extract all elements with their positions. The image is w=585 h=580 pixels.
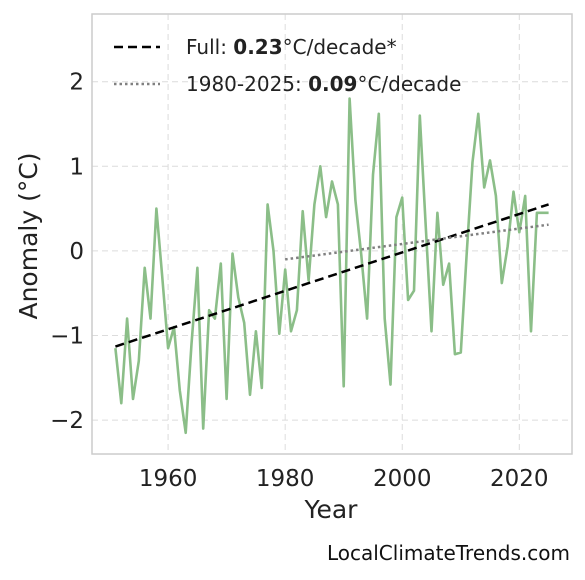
legend-recent-unit: °C/decade bbox=[357, 72, 461, 96]
legend-full-prefix: Full: bbox=[186, 35, 233, 59]
legend-label-recent: 1980-2025: 0.09°C/decade bbox=[186, 72, 461, 96]
series-layer bbox=[114, 97, 549, 435]
legend-full-unit: °C/decade* bbox=[283, 35, 397, 59]
legend-recent-rate: 0.09 bbox=[308, 72, 357, 96]
y-tick-label: −1 bbox=[50, 324, 84, 350]
y-tick-label: 1 bbox=[69, 154, 84, 180]
series-line-0 bbox=[114, 97, 549, 435]
trendline-recent bbox=[285, 223, 549, 261]
x-tick-label: 2000 bbox=[373, 466, 432, 492]
y-tick-label: −2 bbox=[50, 408, 84, 434]
x-tick-label: 1960 bbox=[139, 466, 198, 492]
trendline-full bbox=[115, 203, 549, 348]
legend-label-full: Full: 0.23°C/decade* bbox=[186, 35, 397, 59]
y-tick-label: 2 bbox=[69, 70, 84, 96]
trendline-layer bbox=[115, 203, 549, 348]
y-axis-label: Anomaly (°C) bbox=[14, 152, 43, 319]
x-tick-label: 2020 bbox=[490, 466, 549, 492]
x-tick-labels: 1960 1980 2000 2020 bbox=[139, 466, 549, 492]
watermark: LocalClimateTrends.com bbox=[327, 541, 570, 565]
x-tick-label: 1980 bbox=[256, 466, 315, 492]
y-tick-label: 0 bbox=[69, 239, 84, 265]
legend-recent-prefix: 1980-2025: bbox=[186, 72, 308, 96]
plot-frame bbox=[91, 13, 573, 455]
grid bbox=[92, 14, 572, 454]
y-tick-labels: −2 −1 0 1 2 bbox=[50, 70, 84, 434]
legend-full-rate: 0.23 bbox=[233, 35, 282, 59]
legend: Full: 0.23°C/decade* 1980-2025: 0.09°C/d… bbox=[114, 35, 461, 96]
x-axis-label: Year bbox=[304, 495, 359, 524]
